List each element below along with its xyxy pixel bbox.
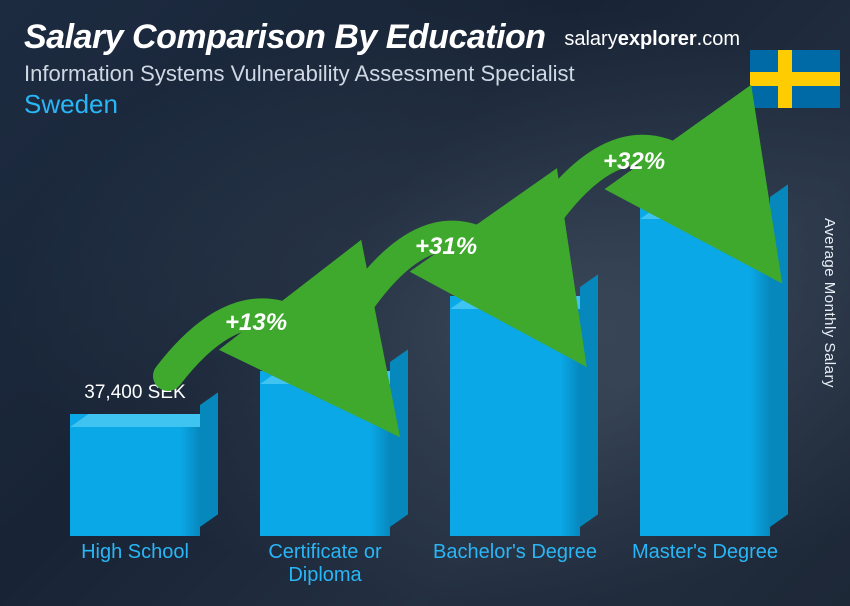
- increase-arc: +32%: [535, 124, 745, 239]
- bar: [640, 206, 770, 536]
- x-axis-label: Certificate or Diploma: [240, 541, 410, 596]
- subtitle: Information Systems Vulnerability Assess…: [24, 61, 826, 87]
- arc-percent-label: +31%: [415, 233, 477, 261]
- brand-light: salary: [564, 28, 617, 50]
- bar: [450, 296, 580, 536]
- arc-icon: [160, 291, 360, 391]
- chart: 37,400 SEK42,400 SEK55,400 SEK73,000 SEK…: [40, 116, 800, 596]
- x-axis-label: High School: [50, 541, 220, 596]
- brand-suffix: .com: [697, 28, 740, 50]
- increase-arc: +13%: [160, 291, 360, 391]
- brand-bold: explorer: [618, 28, 697, 50]
- x-axis-label: Master's Degree: [620, 541, 790, 596]
- bar: [260, 371, 390, 536]
- header: Salary Comparison By Education Informati…: [0, 0, 850, 120]
- arc-icon: [535, 124, 745, 239]
- x-labels: High School Certificate or Diploma Bachelo…: [40, 541, 800, 596]
- arc-icon: [350, 211, 550, 321]
- sweden-flag-icon: [750, 50, 840, 108]
- bar-group: 37,400 SEK: [50, 382, 220, 536]
- arc-percent-label: +32%: [603, 148, 665, 176]
- x-axis-label: Bachelor's Degree: [430, 541, 600, 596]
- y-axis-title: Average Monthly Salary: [821, 218, 838, 388]
- bar: [70, 414, 200, 536]
- increase-arc: +31%: [350, 211, 550, 321]
- arc-percent-label: +13%: [225, 309, 287, 337]
- brand-logo: salaryexplorer.com: [564, 28, 740, 51]
